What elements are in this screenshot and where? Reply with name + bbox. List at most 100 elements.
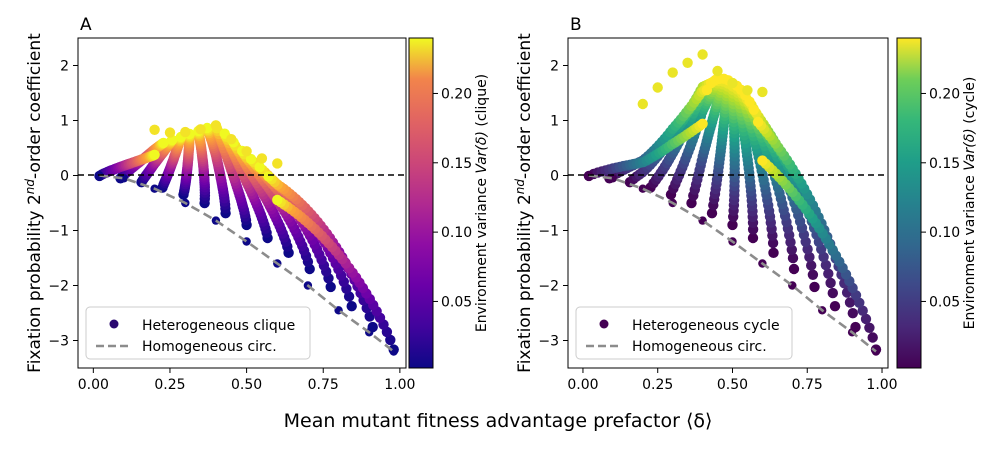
scatter-point	[857, 305, 868, 316]
y-tick-label: 0	[60, 169, 69, 185]
panel-a-ticks: 0.00 0.25 0.50 0.75 1.00 −3 −2 −1 0 1 2	[48, 59, 415, 394]
scatter-point	[385, 334, 396, 346]
panel-a-colorbar-ticks: 0.05 0.10 0.15 0.20	[433, 86, 472, 310]
scatter-point	[829, 301, 841, 312]
panel-a-frame	[77, 37, 407, 369]
y-tick-label: 2	[60, 59, 69, 75]
scatter-point	[149, 149, 160, 160]
x-tick-label: 1.00	[384, 377, 415, 393]
legend-marker-icon	[109, 319, 119, 329]
scatter-point-peak	[742, 85, 753, 96]
legend-label-homogeneous: Homogeneous circ.	[142, 339, 277, 355]
scatter-point-lower-bound	[608, 174, 618, 183]
scatter-point	[272, 194, 283, 206]
panel-a: A 0.00 0.25 0.50 0.75 1.00 −3 −2 −1 0 1 2 Fixation…	[23, 15, 490, 393]
x-tick-label: 0.25	[154, 377, 185, 393]
panel-a-colorbar	[408, 37, 434, 369]
panel-a-colorbar-label: Environment variance Var(δ) (clique)	[474, 74, 490, 332]
x-tick-label: 0.50	[231, 377, 262, 393]
legend-label-homogeneous: Homogeneous circ.	[632, 339, 767, 355]
legend-label-heterogeneous: Heterogeneous clique	[142, 318, 295, 334]
colorbar-tick-label: 0.20	[441, 86, 472, 102]
scatter-point-peak	[757, 86, 768, 98]
scatter-point-peak	[256, 153, 268, 164]
homogeneous-curve	[99, 174, 395, 353]
scatter-point-peak	[652, 82, 663, 93]
homogeneous-curve	[588, 174, 877, 353]
scatter-point-peak	[210, 120, 222, 131]
scatter-point	[823, 268, 834, 279]
scatter-point-peak	[226, 134, 237, 145]
scatter-point-peak	[682, 57, 693, 68]
scatter-point	[158, 137, 169, 149]
x-tick-label: 0.75	[308, 377, 339, 393]
scatter-point	[346, 301, 357, 312]
scatter-point-peak	[241, 146, 252, 157]
scatter-point	[860, 313, 872, 325]
scatter-point-peak	[637, 98, 648, 110]
scatter-point	[804, 251, 815, 263]
scatter-point-peak	[727, 77, 738, 89]
scatter-point	[254, 161, 265, 173]
scatter-point	[809, 281, 820, 293]
colorbar-tick-label: 0.10	[929, 225, 960, 241]
x-tick-label: 0.00	[567, 377, 598, 393]
panel-b: B 0.00 0.25 0.50 0.75 1.00 −3 −2 −1 0 1 2 Fixation…	[513, 15, 978, 393]
x-tick-label: 0.75	[792, 377, 823, 393]
scatter-point-peak	[149, 124, 160, 135]
y-tick-label: −1	[538, 224, 559, 240]
legend-label-heterogeneous: Heterogeneous cycle	[632, 318, 780, 334]
panel-b-ticks: 0.00 0.25 0.50 0.75 1.00 −3 −2 −1 0 1 2	[538, 59, 897, 394]
scatter-point-peak	[195, 124, 206, 135]
scatter-point	[807, 269, 819, 280]
y-tick-label: 0	[550, 169, 559, 185]
scatter-point	[787, 252, 799, 264]
scatter-point	[325, 281, 336, 293]
panel-a-label: A	[80, 15, 92, 35]
y-tick-label: −3	[538, 334, 559, 350]
y-tick-label: −2	[48, 279, 69, 295]
scatter-point	[867, 332, 878, 343]
scatter-point	[697, 118, 708, 129]
panel-b-frame	[567, 37, 889, 369]
scatter-point	[727, 219, 738, 231]
scatter-point	[752, 116, 764, 128]
scatter-point	[748, 104, 759, 116]
scatter-point	[788, 263, 800, 275]
x-tick-label: 0.00	[78, 377, 109, 393]
scatter-point	[757, 155, 768, 166]
panel-a-legend: Heterogeneous clique Homogeneous circ.	[85, 306, 311, 360]
legend-marker-icon	[599, 319, 609, 329]
scatter-point-peak	[272, 158, 283, 169]
scatter-point	[768, 247, 779, 258]
scatter-point	[806, 260, 817, 271]
panel-b-colorbar-ticks: 0.05 0.10 0.15 0.20	[921, 86, 960, 310]
y-tick-label: −2	[538, 279, 559, 295]
scatter-point	[706, 208, 718, 219]
panel-b-scatter	[583, 49, 882, 356]
colorbar-tick-label: 0.15	[441, 156, 472, 172]
colorbar-tick-label: 0.20	[929, 86, 960, 102]
y-tick-label: −1	[48, 224, 69, 240]
scatter-point-peak	[164, 127, 176, 138]
x-tick-label: 0.25	[642, 377, 673, 393]
scatter-point-peak	[697, 49, 708, 60]
panel-b-legend: Heterogeneous cycle Homogeneous circ.	[575, 306, 793, 360]
scatter-point-peak	[712, 65, 723, 77]
scatter-point	[263, 171, 274, 182]
x-tick-label: 0.50	[717, 377, 748, 393]
scatter-point	[827, 287, 838, 299]
scatter-point	[820, 259, 832, 271]
colorbar-tick-label: 0.10	[441, 225, 472, 241]
scatter-point	[245, 153, 257, 165]
panel-b-ylabel: Fixation probability 2nd-order coefficie…	[513, 33, 535, 373]
colorbar-tick-label: 0.15	[929, 156, 960, 172]
colorbar-tick-label: 0.05	[441, 294, 472, 310]
scatter-point	[744, 96, 755, 107]
y-tick-label: 1	[60, 114, 69, 130]
y-tick-label: 1	[550, 114, 559, 130]
shared-xlabel: Mean mutant fitness advantage prefactor …	[284, 410, 713, 432]
scatter-point	[847, 308, 858, 319]
panel-a-ylabel: Fixation probability 2nd-order coefficie…	[23, 33, 45, 373]
